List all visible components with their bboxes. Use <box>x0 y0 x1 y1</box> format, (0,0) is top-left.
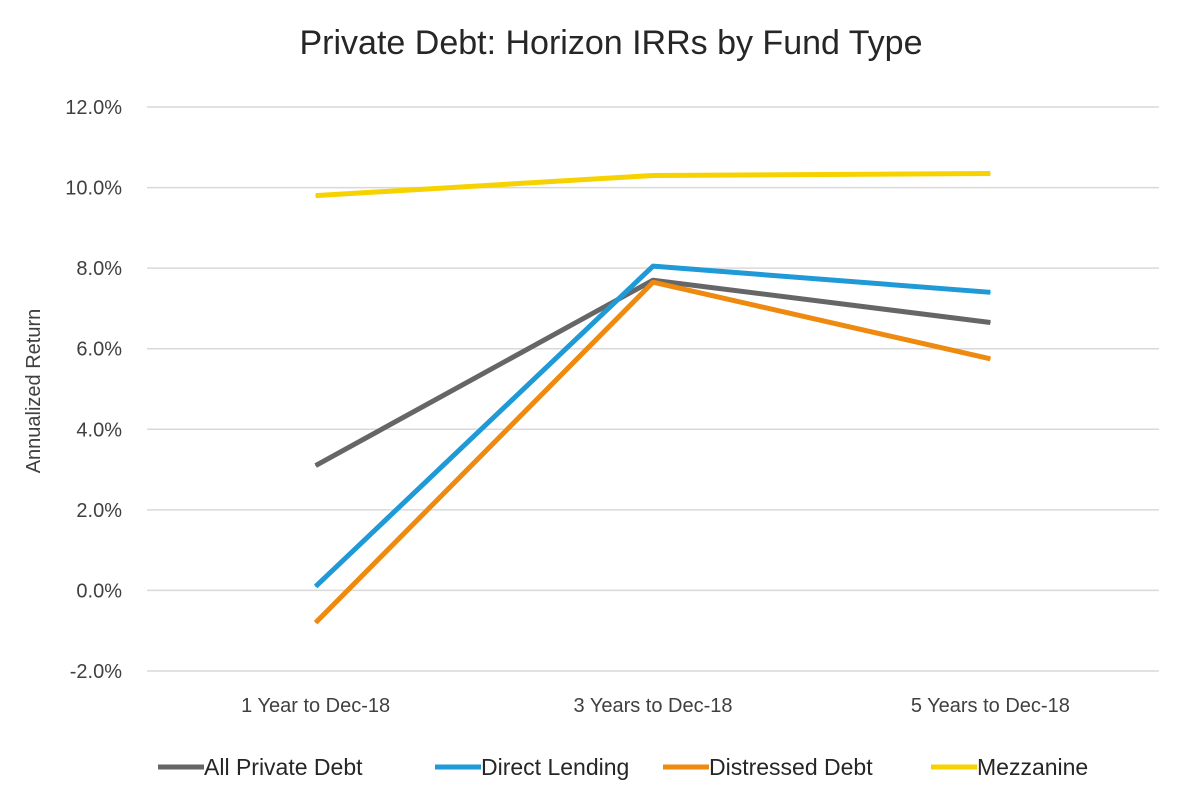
legend-label: Mezzanine <box>977 754 1088 780</box>
data-point <box>989 291 991 293</box>
data-point <box>652 265 654 267</box>
data-point <box>989 358 991 360</box>
series-line-all-private-debt <box>314 277 991 468</box>
series-line-distressed-debt <box>313 279 991 625</box>
data-point <box>315 465 317 467</box>
y-tick-label: 4.0% <box>76 419 122 441</box>
legend-label: Direct Lending <box>481 754 629 780</box>
y-tick-label: 2.0% <box>76 500 122 522</box>
y-axis-title: Annualized Return <box>23 309 45 474</box>
data-point <box>315 585 317 587</box>
x-axis-ticks: 1 Year to Dec-18 3 Years to Dec-18 5 Years… <box>241 695 1070 717</box>
data-point <box>989 322 991 324</box>
legend: All Private Debt Direct Lending Distressed… <box>158 754 1088 780</box>
y-tick-label: 10.0% <box>65 178 122 200</box>
y-axis-ticks: -2.0% 0.0% 2.0% 4.0% 6.0% 8.0% 10.0% 12.0% <box>65 97 122 683</box>
y-tick-label: 8.0% <box>76 258 122 280</box>
data-point <box>652 281 654 283</box>
data-point <box>315 195 317 197</box>
legend-label: Distressed Debt <box>709 754 873 780</box>
y-tick-label: 12.0% <box>65 97 122 119</box>
data-point <box>652 174 654 176</box>
data-point <box>989 172 991 174</box>
chart-title: Private Debt: Horizon IRRs by Fund Type <box>300 24 923 62</box>
x-tick-label: 1 Year to Dec-18 <box>241 695 390 717</box>
y-tick-label: 0.0% <box>76 580 122 602</box>
series-lines <box>313 170 991 625</box>
legend-label: All Private Debt <box>204 754 363 780</box>
x-tick-label: 5 Years to Dec-18 <box>911 695 1070 717</box>
x-tick-label: 3 Years to Dec-18 <box>574 695 733 717</box>
gridlines <box>147 106 1159 672</box>
data-point <box>315 622 317 624</box>
y-tick-label: 6.0% <box>76 339 122 361</box>
series-line-direct-lending <box>313 263 991 589</box>
y-tick-label: -2.0% <box>70 661 122 683</box>
series-line-mezzanine <box>315 170 991 199</box>
